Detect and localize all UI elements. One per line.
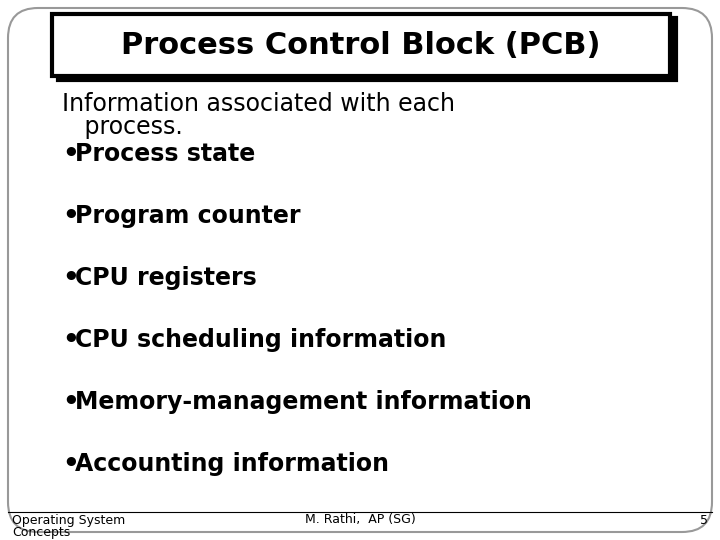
- Text: Process Control Block (PCB): Process Control Block (PCB): [121, 30, 600, 59]
- Text: •: •: [62, 266, 78, 292]
- Text: Memory-management information: Memory-management information: [75, 390, 532, 414]
- Text: CPU scheduling information: CPU scheduling information: [75, 328, 446, 352]
- Text: Program counter: Program counter: [75, 204, 300, 228]
- Text: Concepts: Concepts: [12, 526, 71, 539]
- Text: Accounting information: Accounting information: [75, 452, 389, 476]
- Text: •: •: [62, 390, 78, 416]
- Text: •: •: [62, 328, 78, 354]
- Text: •: •: [62, 452, 78, 478]
- FancyBboxPatch shape: [8, 8, 712, 532]
- Text: Operating System: Operating System: [12, 514, 125, 527]
- Text: 5: 5: [700, 514, 708, 526]
- Text: CPU registers: CPU registers: [75, 266, 257, 290]
- Text: M. Rathi,  AP (SG): M. Rathi, AP (SG): [305, 514, 415, 526]
- Text: process.: process.: [62, 115, 183, 139]
- Text: •: •: [62, 204, 78, 230]
- Text: Information associated with each: Information associated with each: [62, 92, 455, 116]
- Bar: [58, 18, 676, 80]
- Text: •: •: [62, 142, 78, 168]
- Text: Process state: Process state: [75, 142, 256, 166]
- Bar: [52, 14, 670, 76]
